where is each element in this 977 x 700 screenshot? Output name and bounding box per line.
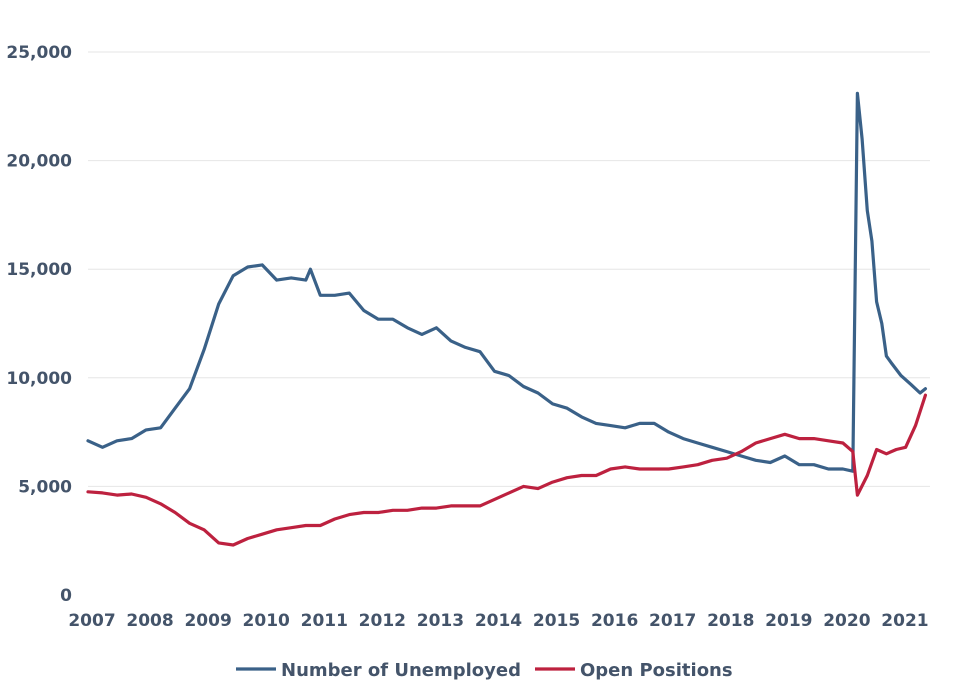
x-tick-label: 2007: [68, 611, 115, 631]
legend: Number of Unemployed Open Positions: [236, 660, 733, 681]
y-tick-label: 5,000: [18, 477, 72, 497]
series-line-unemployed: [86, 91, 928, 473]
y-tick-label: 15,000: [6, 260, 72, 280]
x-tick-label: 2016: [591, 611, 638, 631]
x-tick-label: 2019: [765, 611, 812, 631]
series-layer: [86, 91, 928, 547]
y-tick-label: 25,000: [6, 43, 72, 63]
x-tick-label: 2008: [126, 611, 173, 631]
series-line-open-positions: [86, 393, 928, 547]
x-tick-label: 2015: [533, 611, 580, 631]
x-axis: 2007 2008 2009 2010 2011 2012 2013 2014 2015 2016…: [68, 611, 928, 631]
legend-label: Open Positions: [580, 660, 733, 681]
legend-label: Number of Unemployed: [281, 660, 521, 681]
y-axis: 0 5,000 10,000 15,000 20,000 25,000: [6, 43, 72, 606]
x-tick-label: 2010: [243, 611, 290, 631]
x-tick-label: 2017: [649, 611, 696, 631]
y-tick-label: 20,000: [6, 152, 72, 172]
x-tick-label: 2012: [359, 611, 406, 631]
x-tick-label: 2013: [417, 611, 464, 631]
y-tick-label: 0: [60, 586, 72, 606]
x-tick-label: 2021: [881, 611, 928, 631]
x-tick-label: 2009: [184, 611, 231, 631]
x-tick-label: 2014: [475, 611, 522, 631]
x-tick-label: 2018: [707, 611, 754, 631]
y-tick-label: 10,000: [6, 369, 72, 389]
x-tick-label: 2020: [823, 611, 870, 631]
x-tick-label: 2011: [301, 611, 348, 631]
gridlines: [88, 51, 930, 487]
